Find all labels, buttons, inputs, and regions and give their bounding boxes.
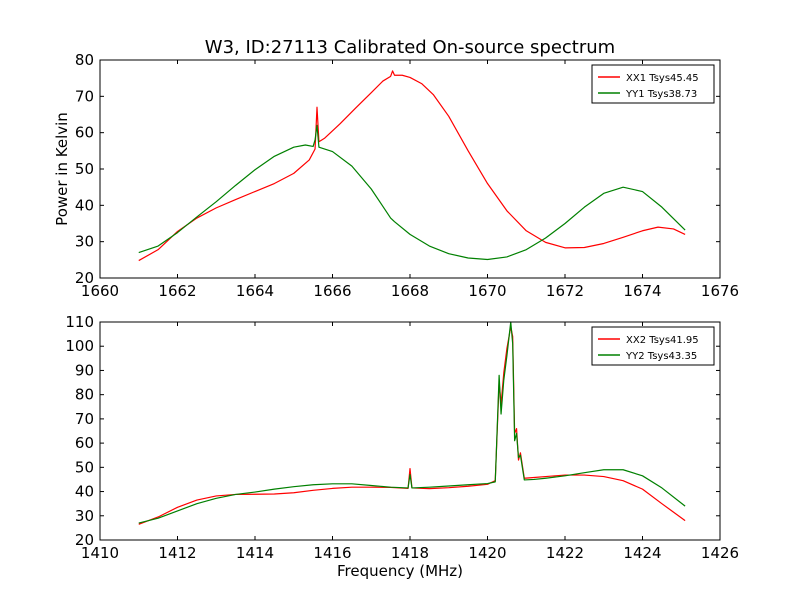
y-tick-label: 20 (75, 531, 94, 549)
y-tick-label: 60 (75, 434, 94, 452)
x-tick-label: 1662 (158, 282, 196, 300)
x-tick-label: 1418 (391, 544, 429, 562)
y-tick-label: 110 (65, 313, 94, 331)
x-tick-label: 1674 (623, 282, 661, 300)
x-tick-label: 1424 (623, 544, 661, 562)
legend-box (591, 326, 715, 366)
y-tick-label: 70 (75, 410, 94, 428)
y-tick-label: 100 (65, 337, 94, 355)
x-tick-label: 1672 (546, 282, 584, 300)
legend-box (591, 64, 715, 104)
legend-label: YY1 Tsys38.73 (625, 89, 697, 100)
x-tick-label: 1426 (701, 544, 739, 562)
x-tick-label: 1664 (236, 282, 274, 300)
legend: XX1 Tsys45.45 YY1 Tsys38.73 (591, 64, 715, 104)
x-tick-label: 1410 (81, 544, 119, 562)
bottom-panel: 1410 1412 1414 1416 1418 1420 1422 1424 1426 20 30… (65, 313, 739, 580)
y-tick-label: 40 (75, 196, 94, 214)
series-line-2 (138, 321, 686, 524)
figure-title: W3, ID:27113 Calibrated On-source spectr… (205, 37, 615, 58)
y-tick-label: 50 (75, 160, 94, 178)
y-tick-label: 30 (75, 233, 94, 251)
legend-label: XX2 Tsys41.95 (626, 335, 699, 346)
x-tick-label: 1422 (546, 544, 584, 562)
top-panel: 1660 1662 1664 1666 1668 1670 1672 1674 1676 20 30… (53, 51, 739, 300)
y-tick-label: 20 (75, 269, 94, 287)
x-tick-label: 1416 (313, 544, 351, 562)
series-line-1 (138, 70, 686, 262)
x-tick-label: 1420 (468, 544, 506, 562)
x-tick-label: 1668 (391, 282, 429, 300)
y-tick-label: 30 (75, 507, 94, 525)
x-tick-label: 1676 (701, 282, 739, 300)
y-axis-label: Power in Kelvin (53, 112, 71, 226)
legend-label: XX1 Tsys45.45 (626, 73, 699, 84)
x-tick-label: 1670 (468, 282, 506, 300)
y-tick-label: 80 (75, 386, 94, 404)
x-tick-label: 1414 (236, 544, 274, 562)
x-tick-label: 1412 (158, 544, 196, 562)
y-tick-label: 40 (75, 483, 94, 501)
legend-label: YY2 Tsys43.35 (625, 351, 697, 362)
x-axis-label: Frequency (MHz) (337, 562, 463, 580)
y-tick-label: 60 (75, 124, 94, 142)
y-tick-label: 50 (75, 458, 94, 476)
y-tick-label: 90 (75, 361, 94, 379)
x-tick-label: 1660 (81, 282, 119, 300)
y-tick-label: 70 (75, 87, 94, 105)
legend: XX2 Tsys41.95 YY2 Tsys43.35 (591, 326, 715, 366)
y-tick-label: 80 (75, 51, 94, 69)
x-tick-label: 1666 (313, 282, 351, 300)
series-line-2 (138, 124, 686, 261)
